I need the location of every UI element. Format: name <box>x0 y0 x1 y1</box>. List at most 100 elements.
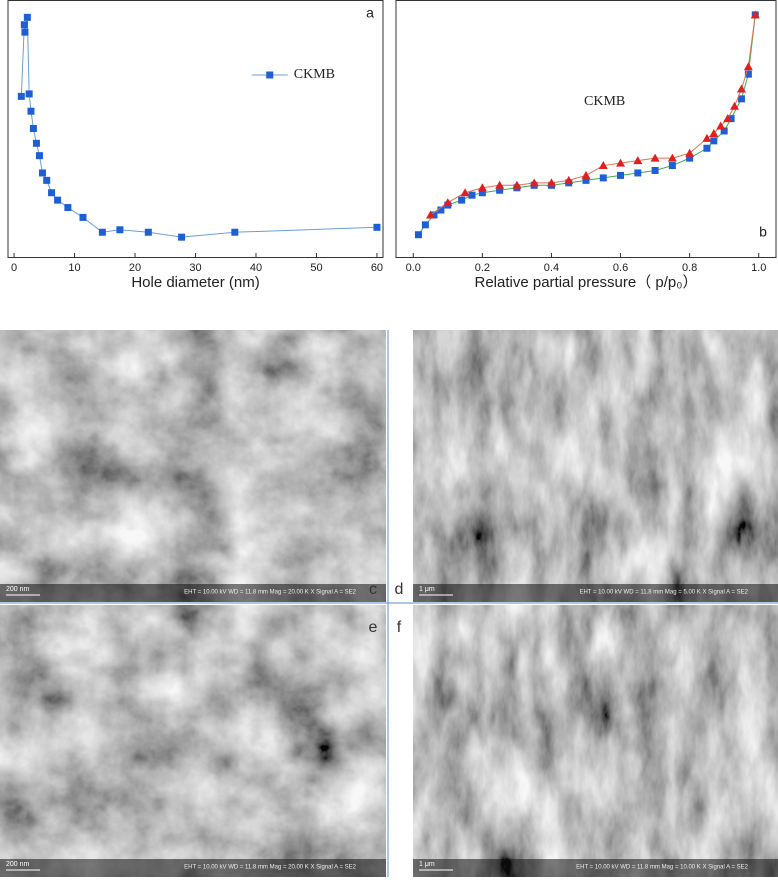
data-point <box>702 133 712 142</box>
panel-label: e <box>369 619 378 636</box>
series-line <box>430 14 756 216</box>
panel-label: b <box>759 224 767 240</box>
plot-frame <box>7 0 384 258</box>
data-point <box>709 128 719 137</box>
data-point <box>529 178 539 187</box>
data-point <box>98 228 106 236</box>
data-point <box>27 107 35 115</box>
data-point <box>599 174 607 182</box>
x-tick-label: 30 <box>189 262 201 274</box>
data-point <box>54 196 62 204</box>
data-point <box>437 206 445 214</box>
legend-label: CKMB <box>294 67 335 82</box>
sem-texture <box>0 605 386 877</box>
data-point <box>495 180 505 189</box>
data-point <box>512 180 522 189</box>
x-tick-label: 0.4 <box>544 262 559 274</box>
sem-info: EHT = 10.00 kV WD = 11.8 mm Mag = 20.00 … <box>184 590 357 596</box>
data-point <box>710 137 718 145</box>
data-point <box>686 154 694 162</box>
scale-text: 1 μm <box>419 861 435 868</box>
x-tick-label: 0.8 <box>682 262 697 274</box>
x-tick-label: 0.2 <box>475 262 490 274</box>
data-point <box>25 90 33 98</box>
panel-label: f <box>397 619 402 636</box>
chart: 0.0 0.2 0.4 0.6 0.8 1.0 CKMB b Relative partial … <box>395 0 777 291</box>
data-point <box>546 178 556 187</box>
data-point <box>650 153 660 162</box>
series-line <box>20 17 377 238</box>
scale-text: 200 nm <box>6 586 30 593</box>
data-point <box>582 176 590 184</box>
x-tick-label: 0 <box>11 262 17 274</box>
scale-text: 200 nm <box>6 861 30 868</box>
data-point <box>617 171 625 179</box>
data-point <box>730 101 740 110</box>
data-point <box>43 176 51 184</box>
data-point <box>468 191 476 199</box>
x-tick-label: 50 <box>310 262 322 274</box>
data-point <box>668 162 676 170</box>
info-bar <box>0 859 386 877</box>
sem-image: 1 μm EHT = 10.00 kV WD = 11.8 mm Mag = 5.… <box>413 330 778 602</box>
chart: 0 10 20 30 40 50 60 CKMB a Hole diameter (nm) <box>7 0 384 291</box>
sem-images: 200 nm EHT = 10.00 kV WD = 11.8 mm Mag = … <box>0 330 778 877</box>
data-point <box>685 148 695 157</box>
data-point <box>477 183 487 192</box>
data-point <box>478 189 486 197</box>
data-point <box>633 156 643 165</box>
panel-label: a <box>366 5 374 21</box>
data-point <box>79 213 87 221</box>
data-point <box>231 228 239 236</box>
data-point <box>38 169 46 177</box>
data-point <box>634 169 642 177</box>
x-tick-label: 0.6 <box>613 262 628 274</box>
data-point <box>373 223 381 231</box>
sem-texture <box>413 605 778 877</box>
panel-label: c <box>369 581 377 598</box>
data-point <box>651 166 659 174</box>
info-bar <box>413 859 778 877</box>
scale-text: 1 μm <box>419 586 435 593</box>
data-point <box>178 233 186 241</box>
x-tick-label: 40 <box>250 262 262 274</box>
legend-marker <box>266 71 274 79</box>
x-axis-label: Hole diameter (nm) <box>131 274 259 291</box>
x-axis-label: Relative partial pressure（ p/p₀） <box>475 274 698 291</box>
data-point <box>616 158 626 167</box>
sem-info: EHT = 10.00 kV WD = 11.8 mm Mag = 20.00 … <box>184 865 357 871</box>
info-bar <box>413 584 778 602</box>
x-tick-label: 60 <box>371 262 383 274</box>
data-point <box>736 84 746 93</box>
data-point <box>23 13 31 21</box>
data-point <box>32 139 40 147</box>
x-tick-label: 0.0 <box>406 262 421 274</box>
x-tick-label: 20 <box>129 262 141 274</box>
data-point <box>144 228 152 236</box>
plot-frame <box>395 0 777 258</box>
sem-image: 1 μm EHT = 10.00 kV WD = 11.8 mm Mag = 10… <box>413 605 778 877</box>
data-point <box>743 62 753 71</box>
data-point <box>460 188 470 197</box>
data-point <box>116 226 124 234</box>
x-tick-label: 1.0 <box>751 262 766 274</box>
data-point <box>720 127 728 135</box>
data-point <box>716 121 726 130</box>
data-point <box>430 211 438 219</box>
data-point <box>703 144 711 152</box>
data-point <box>20 21 28 29</box>
info-bar <box>0 584 386 602</box>
data-point <box>21 28 29 36</box>
data-point <box>414 231 422 239</box>
x-tick-label: 10 <box>68 262 80 274</box>
data-point <box>667 153 677 162</box>
sem-image: 200 nm EHT = 10.00 kV WD = 11.8 mm Mag = … <box>0 605 386 877</box>
data-point <box>496 186 504 194</box>
data-point <box>744 70 752 78</box>
data-point <box>581 170 591 179</box>
sem-info: EHT = 10.00 kV WD = 11.8 mm Mag = 5.00 K… <box>579 590 748 596</box>
annotation: CKMB <box>584 94 625 109</box>
data-point <box>421 221 429 229</box>
